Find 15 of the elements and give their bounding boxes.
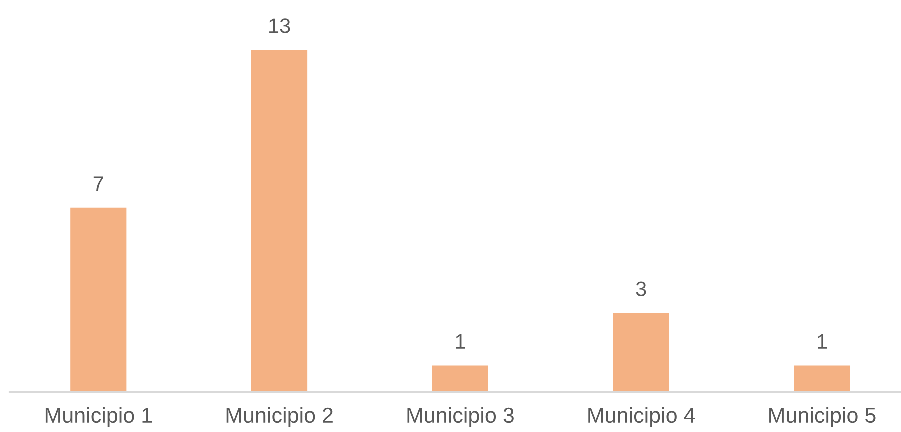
bar	[794, 366, 850, 392]
data-label: 3	[636, 282, 646, 296]
x-tick-label: Municipio 2	[226, 407, 333, 428]
x-tick-label: Municipio 5	[770, 407, 876, 428]
data-label: 7	[94, 176, 104, 192]
bar	[70, 208, 127, 392]
bar	[251, 50, 308, 392]
x-tick-label: Municipio 3	[408, 407, 514, 428]
data-label: 1	[456, 334, 466, 349]
bar	[432, 366, 488, 392]
bar	[613, 313, 670, 392]
x-tick-label: Municipio 4	[588, 407, 696, 428]
x-tick-label: Municipio 1	[46, 407, 152, 428]
data-label: 13	[270, 18, 290, 34]
data-label: 1	[818, 334, 827, 349]
